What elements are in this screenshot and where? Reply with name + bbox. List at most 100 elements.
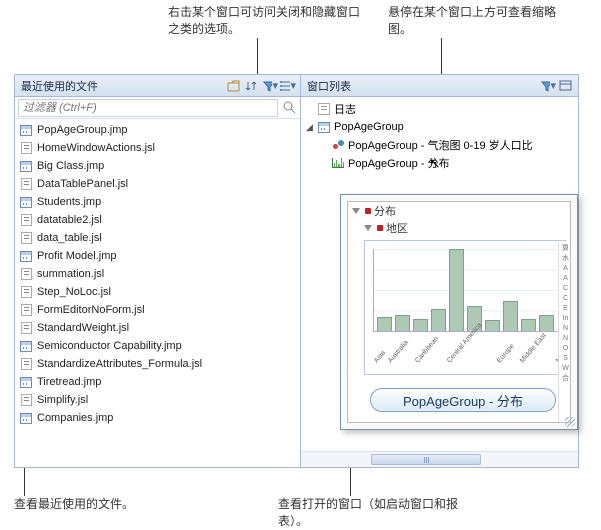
file-item[interactable]: DataTablePanel.jsl bbox=[15, 175, 300, 193]
filter-row bbox=[15, 97, 300, 119]
chart-xlabels: AsiaAustraliaCaribbeanCentral AmericaEur… bbox=[373, 334, 557, 374]
window-icon[interactable] bbox=[558, 78, 574, 94]
chart-bar bbox=[395, 315, 410, 331]
file-item-label: FormEditorNoForm.jsl bbox=[37, 304, 145, 316]
sidecol-item: In bbox=[559, 314, 571, 324]
tree-row[interactable]: 日志 bbox=[301, 100, 578, 118]
file-item[interactable]: Companies.jmp bbox=[15, 409, 300, 427]
chart-xlabel: Europe bbox=[496, 343, 521, 369]
file-item[interactable]: Semiconductor Capability.jmp bbox=[15, 337, 300, 355]
sidecol-item: N bbox=[559, 334, 571, 344]
file-item[interactable]: summation.jsl bbox=[15, 265, 300, 283]
chart-xlabel: Australia bbox=[387, 339, 415, 369]
file-item-label: summation.jsl bbox=[37, 268, 104, 280]
file-item-label: PopAgeGroup.jmp bbox=[37, 124, 128, 136]
chart-bar bbox=[449, 249, 464, 331]
jmp-file-icon bbox=[19, 123, 33, 137]
jsl-file-icon bbox=[19, 267, 33, 281]
file-item-label: Semiconductor Capability.jmp bbox=[37, 340, 182, 352]
file-item[interactable]: StandardizeAttributes_Formula.jsl bbox=[15, 355, 300, 373]
log-icon bbox=[317, 102, 331, 116]
disclose-icon bbox=[364, 225, 372, 231]
sidecol-item: 合 bbox=[559, 374, 571, 384]
recent-files-panel: 最近使用的文件 ▾ ▾ PopAgeGroup.jmp HomeWindowAct… bbox=[15, 75, 301, 467]
chart-bar bbox=[539, 315, 554, 331]
thumbnail-content: 分布 地区 AsiaAustraliaCaribbeanCentral Amer… bbox=[347, 201, 571, 423]
annotation-top-right: 悬停在某个窗口上方可查看缩略图。 bbox=[388, 4, 578, 38]
chart-bar bbox=[503, 301, 518, 331]
file-item[interactable]: Step_NoLoc.jsl bbox=[15, 283, 300, 301]
jmp-file-icon bbox=[317, 120, 331, 134]
open-file-icon[interactable] bbox=[226, 78, 242, 94]
jsl-file-icon bbox=[19, 393, 33, 407]
sidecol-item: N bbox=[559, 324, 571, 334]
file-item[interactable]: StandardWeight.jsl bbox=[15, 319, 300, 337]
file-item[interactable]: HomeWindowActions.jsl bbox=[15, 139, 300, 157]
window-list-title: 窗口列表 bbox=[305, 78, 540, 94]
popup-section2: 地区 bbox=[348, 219, 570, 236]
jsl-file-icon bbox=[19, 177, 33, 191]
annotation-bottom-right: 查看打开的窗口（如启动窗口和报表）。 bbox=[278, 496, 478, 530]
recent-files-toolbar: ▾ ▾ bbox=[226, 78, 296, 94]
filter-icon[interactable]: ▾ bbox=[262, 78, 278, 94]
sidecol-item: O bbox=[559, 344, 571, 354]
sidecol-item: C bbox=[559, 284, 571, 294]
file-item[interactable]: datatable2.jsl bbox=[15, 211, 300, 229]
side-column: 算水AACCEInNNOSW合 bbox=[558, 242, 571, 422]
filter-input[interactable] bbox=[18, 99, 278, 117]
chart-bar bbox=[377, 317, 392, 331]
sidecol-item: 算 bbox=[559, 244, 571, 254]
chart-bar bbox=[521, 319, 536, 331]
chart-bar bbox=[431, 309, 446, 331]
popup-section1-label: 分布 bbox=[374, 203, 396, 219]
tree-item-label: PopAgeGroup bbox=[334, 121, 404, 133]
chart-xlabel: Middle East bbox=[519, 332, 553, 369]
file-item-label: StandardizeAttributes_Formula.jsl bbox=[37, 358, 202, 370]
file-item[interactable]: FormEditorNoForm.jsl bbox=[15, 301, 300, 319]
tree-row[interactable]: PopAgeGroup - 气泡图 0-19 岁人口比 bbox=[301, 136, 578, 154]
file-item[interactable]: PopAgeGroup.jmp bbox=[15, 121, 300, 139]
tree-item-label: PopAgeGroup - 气泡图 0-19 岁人口比 bbox=[348, 137, 533, 153]
file-item[interactable]: Big Class.jmp bbox=[15, 157, 300, 175]
recent-files-header: 最近使用的文件 ▾ ▾ bbox=[15, 75, 300, 97]
file-item[interactable]: data_table.jsl bbox=[15, 229, 300, 247]
jmp-file-icon bbox=[19, 339, 33, 353]
hotspot-icon bbox=[377, 225, 383, 231]
tree-row[interactable]: PopAgeGroup - 分布 bbox=[301, 154, 578, 172]
file-item-label: Profit Model.jmp bbox=[37, 250, 116, 262]
file-item-label: Step_NoLoc.jsl bbox=[37, 286, 111, 298]
file-item[interactable]: Students.jmp bbox=[15, 193, 300, 211]
jsl-file-icon bbox=[19, 303, 33, 317]
filter-icon[interactable]: ▾ bbox=[540, 78, 556, 94]
jmp-file-icon bbox=[19, 159, 33, 173]
jmp-file-icon bbox=[19, 195, 33, 209]
file-item-label: DataTablePanel.jsl bbox=[37, 178, 128, 190]
annotation-bottom-left: 查看最近使用的文件。 bbox=[14, 496, 214, 513]
chart-xlabel: Caribbean bbox=[414, 335, 445, 369]
tree-toggle-icon[interactable]: ◢ bbox=[305, 123, 314, 132]
file-item-label: StandardWeight.jsl bbox=[37, 322, 129, 334]
distribution-chart: AsiaAustraliaCaribbeanCentral AmericaEur… bbox=[364, 240, 566, 375]
tree-item-label: PopAgeGroup - 分布 bbox=[348, 155, 450, 171]
file-item[interactable]: Profit Model.jmp bbox=[15, 247, 300, 265]
file-item-label: Companies.jmp bbox=[37, 412, 113, 424]
sidecol-item: A bbox=[559, 274, 571, 284]
file-item[interactable]: Tiretread.jmp bbox=[15, 373, 300, 391]
jsl-file-icon bbox=[19, 213, 33, 227]
jsl-file-icon bbox=[19, 357, 33, 371]
hotspot-icon bbox=[365, 208, 371, 214]
horizontal-scrollbar[interactable] bbox=[301, 451, 578, 467]
chart-plot bbox=[373, 249, 557, 332]
disclose-icon bbox=[352, 208, 360, 214]
jmp-file-icon bbox=[19, 249, 33, 263]
list-view-icon[interactable]: ▾ bbox=[280, 78, 296, 94]
resize-grip[interactable] bbox=[565, 417, 575, 427]
sidecol-item: S bbox=[559, 354, 571, 364]
search-icon[interactable] bbox=[281, 100, 297, 116]
file-item-label: datatable2.jsl bbox=[37, 214, 102, 226]
file-item[interactable]: Simplify.jsl bbox=[15, 391, 300, 409]
sort-icon[interactable] bbox=[244, 78, 260, 94]
scrollbar-thumb[interactable] bbox=[371, 454, 481, 465]
tree-row[interactable]: ◢ PopAgeGroup bbox=[301, 118, 578, 136]
jsl-file-icon bbox=[19, 321, 33, 335]
